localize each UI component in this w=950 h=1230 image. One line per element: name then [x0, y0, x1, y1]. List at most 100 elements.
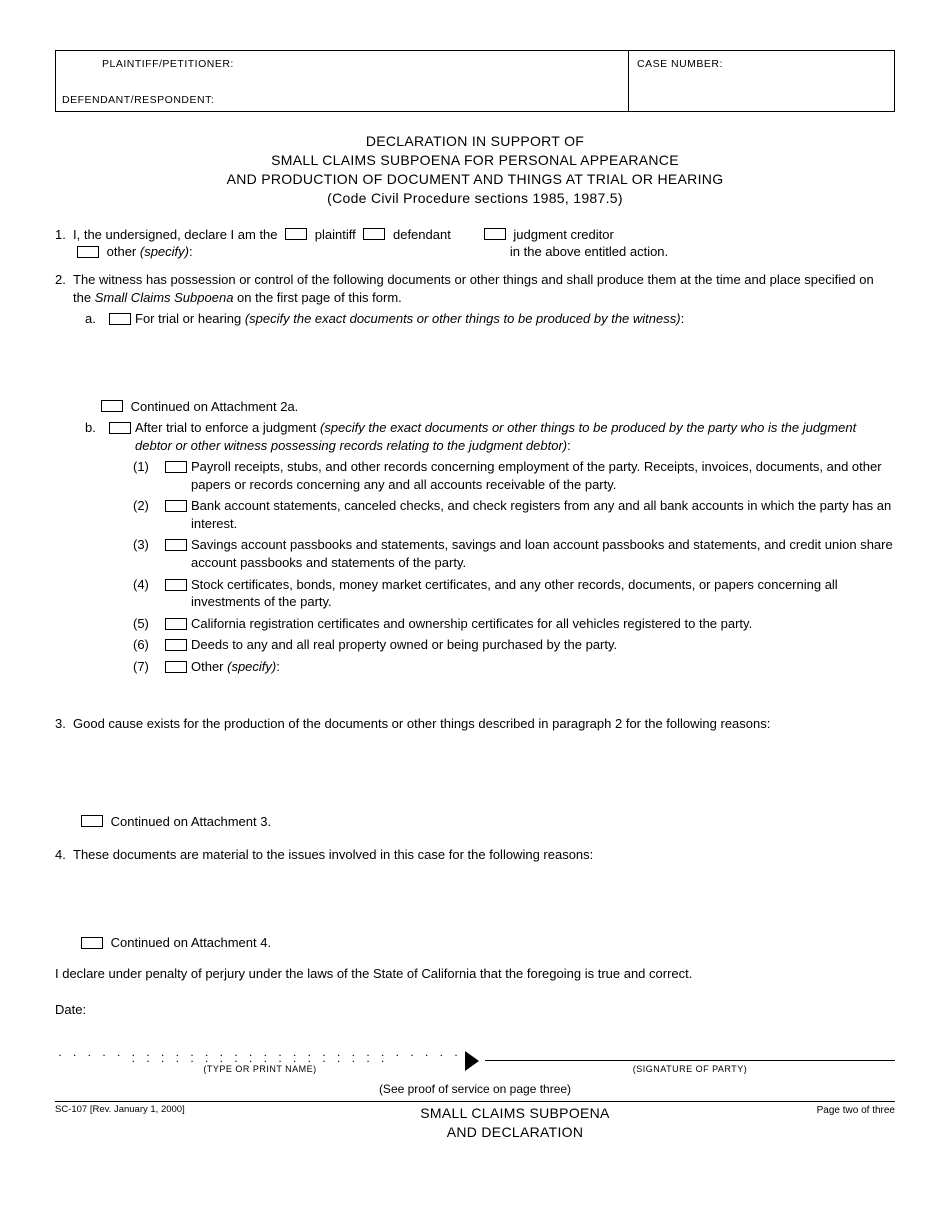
checkbox-2a[interactable] [109, 313, 131, 325]
page-number: Page two of three [775, 1104, 895, 1142]
signature-block: . . . . . . . . . . . . . . . . . . . . … [55, 1049, 895, 1075]
checkbox-sub7[interactable] [165, 661, 187, 673]
footer-title1: SMALL CLAIMS SUBPOENA [255, 1104, 775, 1123]
item3-text: Good cause exists for the production of … [73, 715, 895, 733]
item-2a: a. For trial or hearing (specify the exa… [73, 310, 895, 328]
checkbox-plaintiff[interactable] [285, 228, 307, 240]
attachment-3-row: Continued on Attachment 3. [55, 813, 895, 831]
subnum-3: (3) [133, 536, 161, 571]
opt-plaintiff: plaintiff [315, 227, 356, 242]
item-2-content: The witness has possession or control of… [73, 271, 895, 328]
sub6-text: Deeds to any and all real property owned… [191, 636, 895, 654]
checkbox-other[interactable] [77, 246, 99, 258]
signature-line[interactable] [485, 1060, 895, 1061]
sub5-text: California registration certificates and… [191, 615, 895, 633]
sig-party-area: (SIGNATURE OF PARTY) [485, 1060, 895, 1075]
opt-defendant: defendant [393, 227, 451, 242]
header-left: PLAINTIFF/PETITIONER: DEFENDANT/RESPONDE… [56, 51, 629, 111]
sub-4: (4) Stock certificates, bonds, money mar… [133, 576, 895, 611]
title-block: DECLARATION IN SUPPORT OF SMALL CLAIMS S… [55, 132, 895, 208]
subnum-4: (4) [133, 576, 161, 611]
subnum-7: (7) [133, 658, 161, 676]
subnum-1: (1) [133, 458, 161, 493]
header-box: PLAINTIFF/PETITIONER: DEFENDANT/RESPONDE… [55, 50, 895, 112]
sub7-colon: : [276, 659, 280, 674]
att4-text: Continued on Attachment 4. [111, 935, 271, 950]
num-2: 2. [55, 271, 73, 328]
sub7-italic: (specify) [227, 659, 276, 674]
checkbox-sub2[interactable] [165, 500, 187, 512]
item-1: 1. I, the undersigned, declare I am the … [55, 226, 895, 261]
sig-name-area: . . . . . . . . . . . . . . . . . . . . … [55, 1049, 465, 1075]
item-3: 3. Good cause exists for the production … [55, 715, 895, 733]
title-line2: SMALL CLAIMS SUBPOENA FOR PERSONAL APPEA… [55, 151, 895, 170]
opt-judgment: judgment creditor [513, 227, 613, 242]
checkbox-att3[interactable] [81, 815, 103, 827]
perjury-statement: I declare under penalty of perjury under… [55, 965, 895, 983]
title-line4: (Code Civil Procedure sections 1985, 198… [55, 189, 895, 208]
dotted-line: . . . . . . . . . . . . . . . . . . . . … [55, 1049, 465, 1061]
checkbox-sub5[interactable] [165, 618, 187, 630]
item4-text: These documents are material to the issu… [73, 846, 895, 864]
form-number: SC-107 [Rev. January 1, 2000] [55, 1104, 255, 1142]
num-4: 4. [55, 846, 73, 864]
checkbox-sub1[interactable] [165, 461, 187, 473]
item2-b-text: After trial to enforce a judgment [135, 420, 320, 435]
item2-b-colon: : [567, 438, 571, 453]
defendant-label: DEFENDANT/RESPONDENT: [62, 93, 622, 107]
checkbox-defendant[interactable] [363, 228, 385, 240]
plaintiff-label: PLAINTIFF/PETITIONER: [62, 57, 622, 71]
item1-tail: in the above entitled action. [510, 244, 668, 259]
sub7-pre: Other [191, 659, 227, 674]
num-3: 3. [55, 715, 73, 733]
att3-text: Continued on Attachment 3. [111, 814, 271, 829]
title-line3: AND PRODUCTION OF DOCUMENT AND THINGS AT… [55, 170, 895, 189]
sub1-text: Payroll receipts, stubs, and other recor… [191, 458, 895, 493]
item-1-content: I, the undersigned, declare I am the pla… [73, 226, 895, 261]
item-2b-content: After trial to enforce a judgment (speci… [135, 419, 895, 454]
checkbox-2b[interactable] [109, 422, 131, 434]
attachment-4-row: Continued on Attachment 4. [55, 934, 895, 952]
letter-a: a. [73, 310, 105, 328]
checkbox-att2a[interactable] [101, 400, 123, 412]
item-2b: b. After trial to enforce a judgment (sp… [55, 419, 895, 454]
subnum-6: (6) [133, 636, 161, 654]
letter-b: b. [73, 419, 105, 454]
checkbox-att4[interactable] [81, 937, 103, 949]
item-2b-subitems: (1) Payroll receipts, stubs, and other r… [55, 458, 895, 675]
type-name-label: (TYPE OR PRINT NAME) [55, 1063, 465, 1075]
subnum-5: (5) [133, 615, 161, 633]
case-number-cell: CASE NUMBER: [629, 51, 894, 111]
footer-title: SMALL CLAIMS SUBPOENA AND DECLARATION [255, 1104, 775, 1142]
sub-5: (5) California registration certificates… [133, 615, 895, 633]
sub-7: (7) Other (specify): [133, 658, 895, 676]
date-label: Date: [55, 1002, 86, 1017]
sub-1: (1) Payroll receipts, stubs, and other r… [133, 458, 895, 493]
date-row: Date: [55, 1001, 895, 1019]
sub-3: (3) Savings account passbooks and statem… [133, 536, 895, 571]
opt-other: other (specify): [107, 244, 193, 259]
checkbox-judgment-creditor[interactable] [484, 228, 506, 240]
checkbox-sub3[interactable] [165, 539, 187, 551]
subnum-2: (2) [133, 497, 161, 532]
checkbox-sub4[interactable] [165, 579, 187, 591]
sub-6: (6) Deeds to any and all real property o… [133, 636, 895, 654]
item2-a-colon: : [681, 311, 685, 326]
item1-intro: I, the undersigned, declare I am the [73, 227, 278, 242]
sub4-text: Stock certificates, bonds, money market … [191, 576, 895, 611]
item-4: 4. These documents are material to the i… [55, 846, 895, 864]
arrow-icon [465, 1051, 479, 1071]
attachment-2a-row: Continued on Attachment 2a. [55, 398, 895, 416]
footer: SC-107 [Rev. January 1, 2000] SMALL CLAI… [55, 1101, 895, 1142]
item2-after: on the first page of this form. [233, 290, 401, 305]
signature-label: (SIGNATURE OF PARTY) [485, 1063, 895, 1075]
item-2a-content: For trial or hearing (specify the exact … [135, 310, 895, 328]
case-number-label: CASE NUMBER: [637, 58, 723, 70]
item-2: 2. The witness has possession or control… [55, 271, 895, 328]
item2-a-italic: (specify the exact documents or other th… [245, 311, 681, 326]
item2-a-text: For trial or hearing [135, 311, 245, 326]
sub-2: (2) Bank account statements, canceled ch… [133, 497, 895, 532]
proof-of-service: (See proof of service on page three) [55, 1081, 895, 1097]
sub3-text: Savings account passbooks and statements… [191, 536, 895, 571]
checkbox-sub6[interactable] [165, 639, 187, 651]
